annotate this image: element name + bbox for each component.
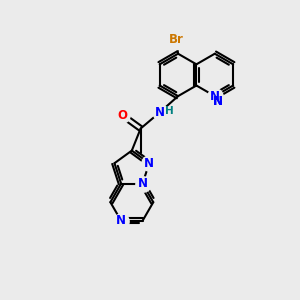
Text: H: H [165,106,174,116]
Text: N: N [210,90,220,103]
Text: N: N [155,106,165,119]
Text: O: O [117,109,128,122]
Text: Br: Br [169,33,184,46]
Text: N: N [213,95,223,108]
Text: N: N [213,95,223,108]
Text: N: N [116,214,126,227]
Text: N: N [144,157,154,170]
Text: N: N [138,177,148,190]
